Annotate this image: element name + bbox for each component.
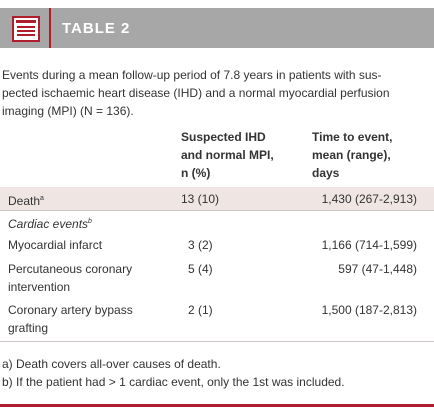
column-header: Time to event, (312, 130, 393, 144)
row-shade (0, 187, 434, 211)
footnote: a) Death covers all-over causes of death… (2, 357, 221, 371)
row-label: Percutaneous coronary intervention (8, 262, 133, 294)
cell: 13 (10) (181, 192, 220, 206)
separator (49, 8, 51, 48)
caption-line: pected ischaemic heart disease (IHD) and… (2, 86, 390, 100)
column-header: mean (range), (312, 148, 391, 162)
row-label: Deatha (8, 190, 44, 210)
table-rule (0, 341, 434, 342)
caption-line: imaging (MPI) (N = 136). (2, 104, 134, 118)
cell: 5 (4) (188, 262, 213, 276)
table-icon (12, 16, 40, 42)
cell: 2 (1) (188, 303, 213, 317)
header-bar (0, 8, 434, 48)
cell: 1,500 (187-2,813) (321, 303, 417, 317)
row-label: Coronary artery bypass grafting (8, 303, 133, 335)
footnote-mark: a (40, 195, 44, 202)
row-label: Cardiac eventsb (8, 213, 92, 233)
column-header: and normal MPI, (181, 148, 274, 162)
row-label-text: Cardiac events (8, 217, 89, 231)
cell: 1,430 (267-2,913) (321, 192, 417, 206)
row-label: Myocardial infarct (8, 238, 103, 252)
column-header: Suspected IHD (181, 130, 266, 144)
footnote: b) If the patient had > 1 cardiac event,… (2, 375, 345, 389)
column-header: days (312, 166, 340, 180)
row-label-text: Death (8, 194, 41, 208)
cell: 597 (47-1,448) (338, 262, 417, 276)
bottom-rule (0, 404, 434, 407)
cell: 1,166 (714-1,599) (321, 238, 417, 252)
footnote-mark: b (88, 218, 92, 225)
table-title: TABLE 2 (62, 20, 131, 37)
cell: 3 (2) (188, 238, 213, 252)
column-header: n (%) (181, 166, 211, 180)
caption-line: Events during a mean follow-up period of… (2, 68, 382, 82)
